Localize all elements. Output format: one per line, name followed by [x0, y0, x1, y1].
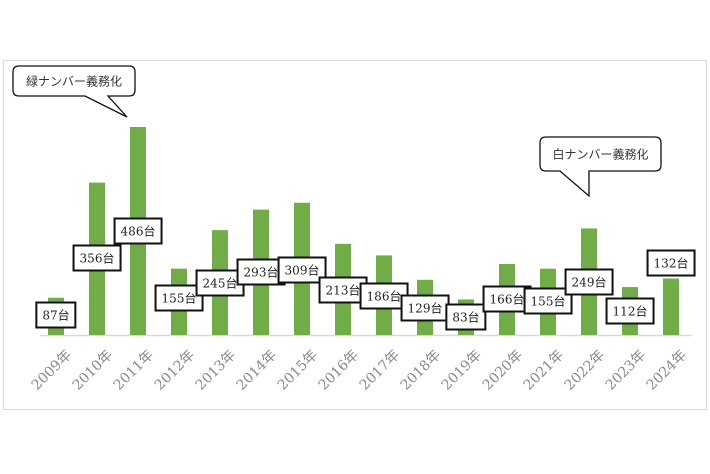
data-label: 309台 — [277, 256, 327, 284]
data-label: 132台 — [646, 249, 696, 277]
data-label: 166台 — [482, 285, 532, 313]
callout-text: 緑ナンバー義務化 — [25, 74, 123, 89]
data-label: 249台 — [564, 268, 614, 296]
data-label: 83台 — [445, 303, 487, 331]
data-label: 129台 — [400, 294, 450, 322]
data-label: 155台 — [523, 287, 573, 315]
data-label: 112台 — [605, 297, 655, 325]
chart-frame — [3, 60, 707, 410]
data-label: 356台 — [72, 244, 122, 272]
data-label: 486台 — [113, 217, 163, 245]
data-label: 293台 — [236, 258, 286, 286]
data-label: 245台 — [195, 269, 245, 297]
bar-2024年 — [663, 278, 679, 335]
data-label: 155台 — [154, 284, 204, 312]
callout-bubble — [12, 65, 136, 118]
data-label: 87台 — [35, 301, 77, 329]
data-label: 186台 — [359, 282, 409, 310]
callout-bubble — [539, 136, 662, 198]
callout-text: 白ナンバー義務化 — [552, 147, 649, 162]
